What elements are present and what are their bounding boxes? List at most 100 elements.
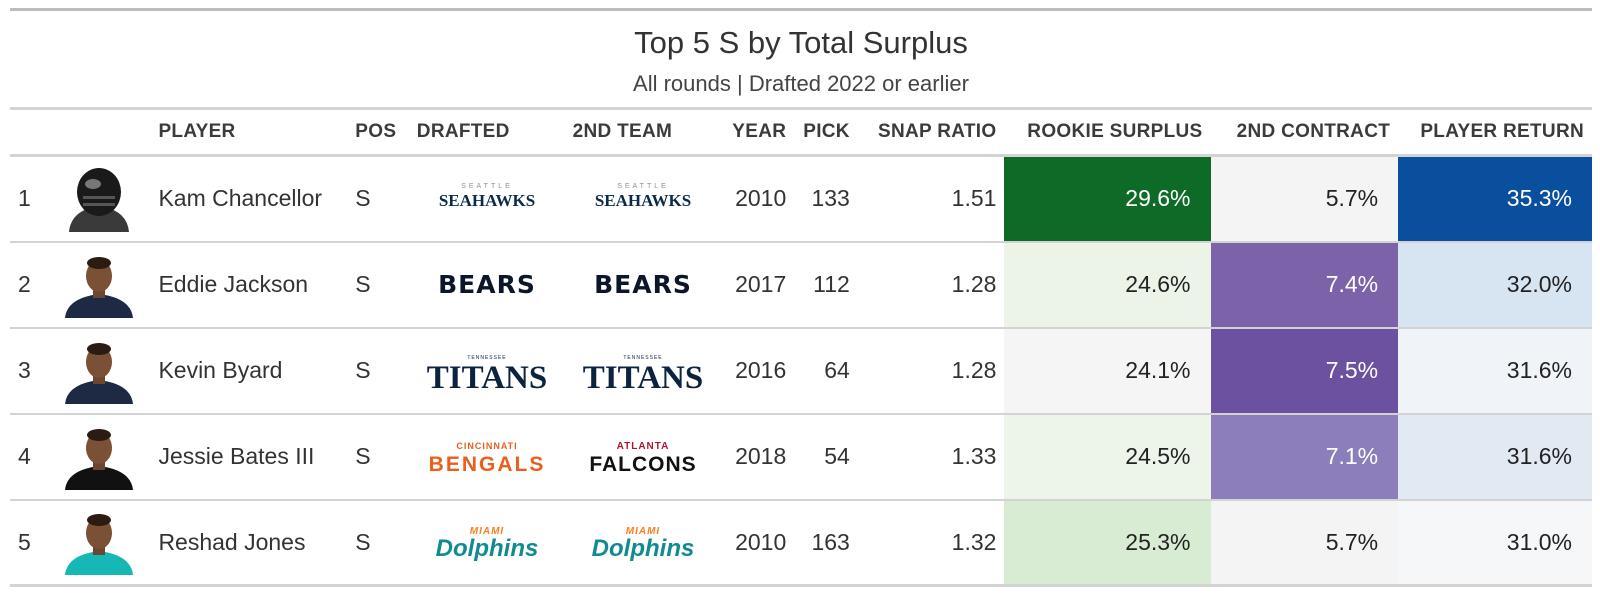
logo-team-label: BEARS	[594, 270, 692, 299]
snap-ratio-cell: 1.28	[951, 271, 997, 297]
logo-team-label: FALCONS	[589, 453, 696, 476]
year-cell: 2010	[735, 528, 787, 555]
logo-team-label: BEARS	[438, 270, 536, 299]
col-header-pick: PICK	[803, 121, 850, 142]
logo-city-label: ATLANTA	[616, 441, 669, 452]
pos-cell: S	[355, 528, 371, 555]
table-subtitle: All rounds | Drafted 2022 or earlier	[633, 71, 969, 96]
surplus-table: PLAYER POS DRAFTED 2ND TEAM YEAR PICK SN…	[10, 107, 1592, 587]
logo-team-label: TITANS	[426, 360, 546, 391]
player-cell: Jessie Bates III	[158, 443, 315, 469]
pos-cell: S	[355, 357, 371, 383]
rookie-surplus-cell: 24.1%	[1004, 327, 1211, 414]
year-cell: 2010	[735, 185, 787, 212]
col-header-player: PLAYER	[158, 121, 236, 142]
col-header-snap-ratio: SNAP RATIO	[878, 121, 997, 142]
logo-city-label: MIAMI	[469, 526, 503, 537]
second-contract-cell: 5.7%	[1210, 499, 1399, 586]
top-rule	[10, 8, 1592, 11]
drafted-team-cell: CINCINNATI BENGALS	[409, 414, 565, 500]
player-return-cell: 31.0%	[1398, 499, 1592, 586]
table-row: 3 Kevin Byard S TENNESSEE TITANS TENNESSEE TIT…	[10, 327, 1592, 414]
rank-cell: 1	[18, 185, 31, 212]
headshot-cell	[48, 156, 151, 242]
player-headshot-icon	[69, 167, 130, 232]
second-team-cell: MIAMI Dolphins	[565, 500, 721, 586]
logo-team-label: Dolphins	[435, 535, 538, 562]
drafted-team-logo-icon: BEARS	[438, 270, 536, 299]
logo-city-label: TENNESSEE	[623, 355, 662, 361]
drafted-team-cell: TENNESSEE TITANS	[409, 328, 565, 414]
year-cell: 2016	[735, 357, 787, 383]
second-team-cell: TENNESSEE TITANS	[565, 328, 721, 414]
logo-city-label: SEATTLE	[461, 183, 513, 190]
pick-cell: 163	[811, 528, 850, 555]
logo-city-label: TENNESSEE	[467, 355, 506, 361]
snap-ratio-cell: 1.51	[951, 185, 997, 212]
rookie-surplus-cell: 29.6%	[1004, 155, 1211, 242]
player-return-cell: 31.6%	[1398, 327, 1592, 414]
header-row: PLAYER POS DRAFTED 2ND TEAM YEAR PICK SN…	[10, 108, 1592, 156]
rookie-surplus-cell: 24.6%	[1004, 241, 1211, 328]
headshot-cell	[48, 500, 151, 586]
pick-cell: 64	[824, 357, 850, 383]
table-widget: Top 5 S by Total Surplus All rounds | Dr…	[10, 8, 1592, 587]
pick-cell: 54	[824, 443, 850, 469]
pos-cell: S	[355, 271, 371, 297]
player-cell: Eddie Jackson	[158, 271, 309, 297]
rank-cell: 3	[18, 357, 31, 383]
rank-cell: 4	[18, 443, 31, 469]
col-header-year: YEAR	[732, 121, 787, 142]
logo-team-label: TITANS	[582, 360, 702, 391]
player-return-cell: 32.0%	[1398, 241, 1592, 328]
col-header-rookie-surplus: ROOKIE SURPLUS	[1027, 121, 1203, 142]
col-header-drafted: DRAFTED	[416, 121, 510, 142]
col-header-player-return: PLAYER RETURN	[1420, 121, 1584, 142]
pick-cell: 133	[811, 185, 850, 212]
year-cell: 2018	[735, 443, 787, 469]
second-contract-cell: 7.5%	[1210, 327, 1399, 414]
logo-city-label: SEATTLE	[617, 183, 669, 190]
rookie-surplus-cell: 24.5%	[1004, 413, 1211, 500]
second-contract-cell: 7.4%	[1210, 241, 1399, 328]
pos-cell: S	[355, 443, 371, 469]
table-body: 1 Kam Chancellor S SEATTLE SEAHAWKS SEATTLE SE…	[10, 155, 1592, 586]
snap-ratio-cell: 1.33	[951, 443, 997, 469]
drafted-team-cell: MIAMI Dolphins	[409, 500, 565, 586]
table-row: 4 Jessie Bates III S CINCINNATI BENGALS ATLAN…	[10, 413, 1592, 500]
second-team-logo-icon: BEARS	[594, 270, 692, 299]
logo-city-label: CINCINNATI	[456, 441, 517, 451]
second-team-cell: SEATTLE SEAHAWKS	[565, 156, 721, 242]
table-row: 5 Reshad Jones S MIAMI Dolphins MIAMI Dolphins…	[10, 499, 1592, 586]
rank-cell: 5	[18, 528, 31, 555]
drafted-team-logo-icon: CINCINNATI BENGALS	[428, 441, 545, 476]
pos-cell: S	[355, 185, 371, 212]
second-team-cell: ATLANTA FALCONS	[565, 414, 721, 500]
headshot-cell	[48, 414, 151, 500]
player-return-cell: 31.6%	[1398, 413, 1592, 500]
player-headshot-icon	[65, 256, 134, 318]
headshot-cell	[48, 328, 151, 414]
logo-team-label: SEAHAWKS	[594, 191, 690, 210]
snap-ratio-cell: 1.32	[951, 528, 997, 555]
headshot-cell	[48, 242, 151, 328]
player-headshot-icon	[65, 342, 134, 404]
player-headshot-icon	[65, 428, 134, 490]
rookie-surplus-cell: 25.3%	[1004, 499, 1211, 586]
pick-cell: 112	[813, 271, 850, 297]
second-contract-cell: 5.7%	[1210, 155, 1399, 242]
second-contract-cell: 7.1%	[1210, 413, 1399, 500]
snap-ratio-cell: 1.28	[951, 357, 997, 383]
logo-city-label: MIAMI	[625, 526, 659, 537]
col-header-pos: POS	[355, 121, 397, 142]
col-header-rank	[10, 109, 48, 156]
table-row: 2 Eddie Jackson S BEARS BEARS 2017 112 1.28 24.6…	[10, 241, 1592, 328]
logo-team-label: BENGALS	[428, 453, 545, 476]
